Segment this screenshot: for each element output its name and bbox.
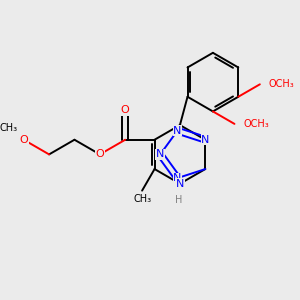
Text: O: O <box>19 135 28 145</box>
Text: N: N <box>201 135 209 145</box>
Text: OCH₃: OCH₃ <box>268 79 294 89</box>
Text: N: N <box>176 179 184 189</box>
Text: N: N <box>173 126 181 136</box>
Text: CH₃: CH₃ <box>133 194 151 204</box>
Text: CH₃: CH₃ <box>0 123 18 133</box>
Text: H: H <box>175 195 182 205</box>
Text: O: O <box>121 105 130 116</box>
Text: N: N <box>156 149 164 159</box>
Text: O: O <box>95 149 104 159</box>
Text: OCH₃: OCH₃ <box>243 119 269 129</box>
Text: N: N <box>173 173 181 183</box>
